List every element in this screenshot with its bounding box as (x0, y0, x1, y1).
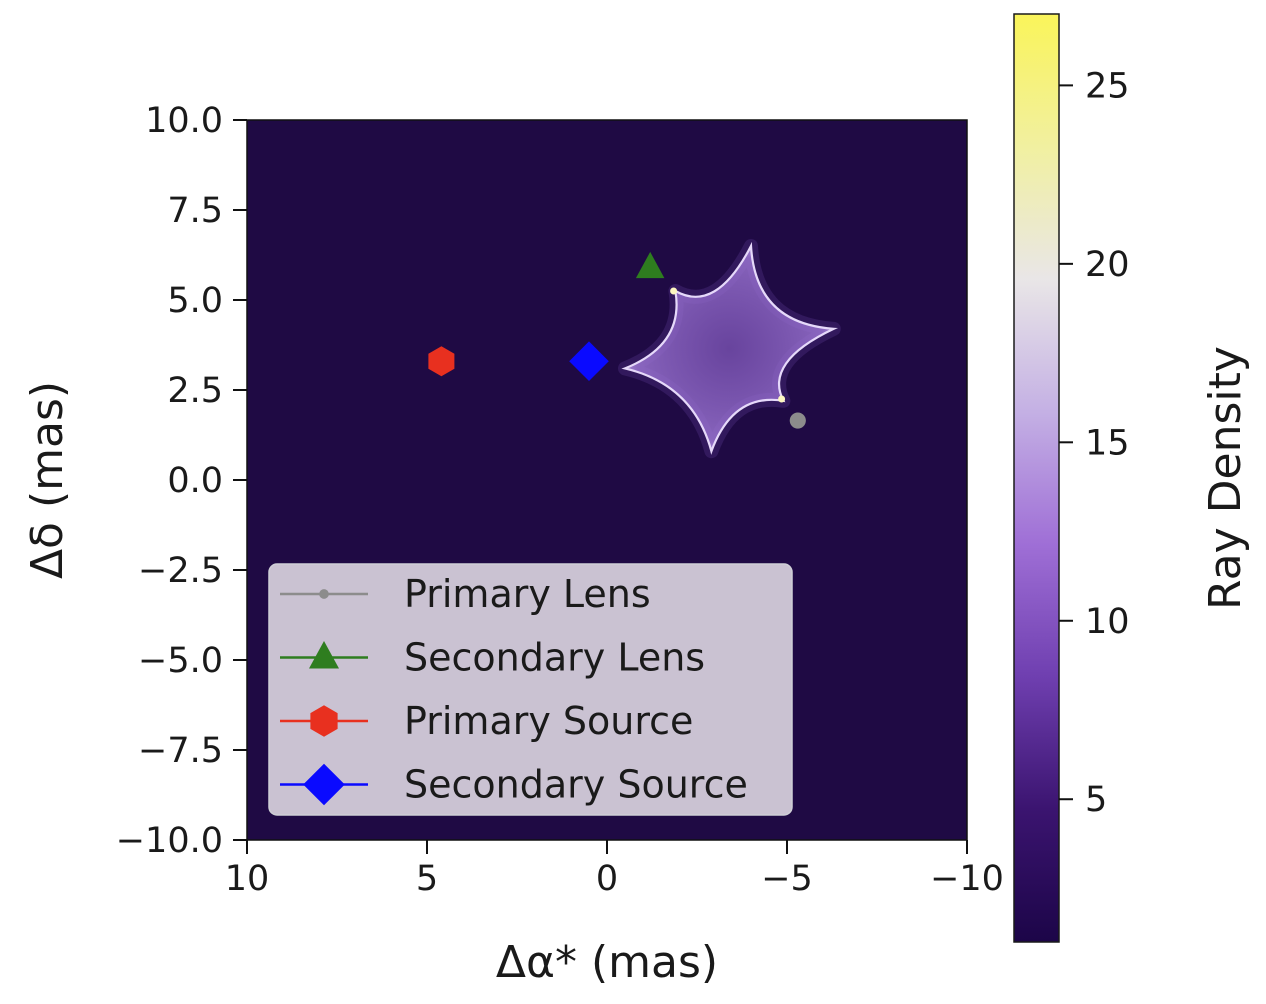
y-tick-label: 10.0 (145, 101, 223, 141)
legend-marker-primary-lens (319, 589, 329, 599)
legend: Primary Lens Secondary Lens Primary Source… (268, 563, 793, 816)
plot-frame (246, 119, 968, 841)
x-tick-label: −5 (761, 859, 813, 899)
colorbar-tick-label: 15 (1085, 423, 1130, 463)
y-axis-ticks: 10.0 7.5 5.0 2.5 0.0 −2.5 −5.0 −7.5 −10.0 (116, 101, 247, 861)
caustic-layer (618, 239, 841, 459)
x-tick-label: 5 (416, 859, 438, 899)
primary-source-marker (428, 346, 455, 377)
legend-label-primary-lens: Primary Lens (404, 572, 651, 616)
x-axis-ticks: 10 5 0 −5 −10 (225, 840, 1004, 899)
colorbar-label: Ray Density (1200, 346, 1251, 610)
y-tick-label: −5.0 (138, 641, 223, 681)
y-axis-label: Δδ (mas) (22, 381, 73, 579)
colorbar-tick-label: 10 (1085, 602, 1130, 642)
y-tick-label: −10.0 (116, 821, 223, 861)
primary-lens-marker (789, 412, 806, 429)
legend-frame (268, 563, 793, 816)
colorbar: 5 10 15 20 25 Ray Density (1013, 13, 1251, 943)
legend-marker-primary-source (310, 705, 338, 737)
caustic-cusp-highlight-2 (670, 287, 678, 295)
colorbar-tick-label: 25 (1085, 66, 1130, 106)
x-tick-label: −10 (930, 859, 1004, 899)
y-tick-label: −2.5 (138, 551, 223, 591)
colorbar-tick-label: 5 (1085, 780, 1107, 820)
legend-marker-secondary-source (303, 763, 345, 806)
legend-label-secondary-lens: Secondary Lens (404, 636, 705, 680)
x-axis-label: Δα* (mas) (496, 937, 718, 988)
colorbar-ticks: 5 10 15 20 25 (1059, 66, 1130, 820)
legend-marker-secondary-lens (309, 641, 339, 669)
legend-label-primary-source: Primary Source (404, 699, 693, 743)
caustic-cusp-highlight-1 (778, 395, 786, 403)
colorbar-tick-label: 20 (1085, 245, 1130, 285)
legend-items: Primary Lens Secondary Lens Primary Source… (280, 572, 748, 807)
y-tick-label: 5.0 (167, 281, 223, 321)
y-tick-label: −7.5 (138, 731, 223, 771)
secondary-lens-marker (635, 251, 665, 279)
x-tick-label: 10 (225, 859, 270, 899)
marker-layer (428, 251, 806, 429)
secondary-source-marker (569, 341, 609, 381)
x-tick-label: 0 (596, 859, 618, 899)
y-tick-label: 7.5 (167, 191, 223, 231)
y-tick-label: 0.0 (167, 461, 223, 501)
legend-label-secondary-source: Secondary Source (404, 763, 748, 807)
colorbar-gradient (1013, 13, 1060, 943)
y-tick-label: 2.5 (167, 371, 223, 411)
